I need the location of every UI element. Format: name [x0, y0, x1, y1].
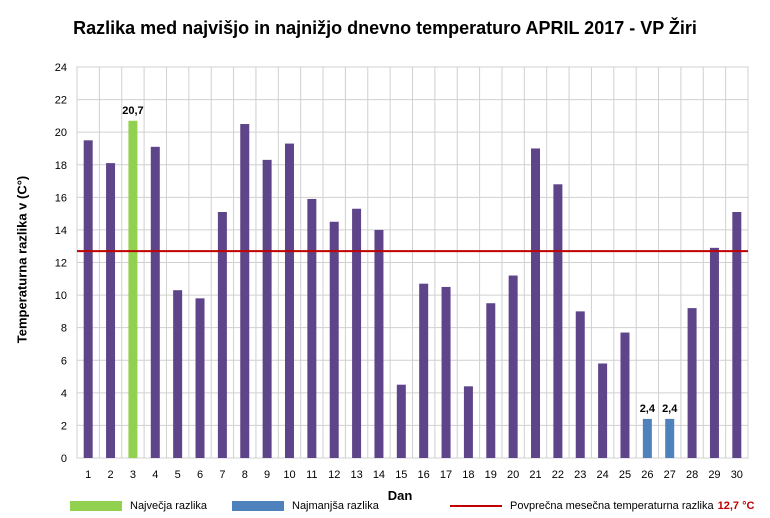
x-tick-label: 26 — [641, 469, 653, 481]
x-tick-label: 11 — [306, 469, 317, 481]
bar-day-15 — [396, 384, 406, 458]
legend-max-swatch — [70, 501, 122, 511]
bars-layer — [83, 120, 742, 459]
x-tick-label: 1 — [85, 469, 91, 481]
bar-day-8 — [240, 124, 250, 458]
x-tick-label: 8 — [242, 469, 248, 481]
bar-day-2 — [106, 163, 116, 458]
x-tick-label: 4 — [152, 469, 158, 481]
legend-mean-label: Povprečna mesečna temperaturna razlika — [510, 500, 714, 512]
legend-max-label: Največja razlika — [130, 500, 208, 512]
x-tick-label: 13 — [350, 469, 362, 481]
chart-title: Razlika med najvišjo in najnižjo dnevno … — [73, 18, 697, 38]
x-tick-label: 21 — [529, 469, 541, 481]
bar-day-24 — [598, 363, 608, 458]
grid-layer — [76, 66, 749, 459]
x-axis-label: Dan — [387, 488, 413, 503]
bar-day-28 — [687, 308, 697, 458]
x-tick-label: 25 — [619, 469, 631, 481]
bar-day-19 — [486, 303, 496, 458]
x-tick-label: 10 — [283, 469, 295, 481]
x-tick-label: 20 — [507, 469, 519, 481]
bar-day-4 — [150, 146, 160, 458]
x-tick-label: 28 — [686, 469, 698, 481]
bar-day-29 — [709, 247, 719, 458]
data-label-day-26: 2,4 — [640, 403, 656, 415]
bar-day-14 — [374, 229, 384, 458]
bar-day-30 — [732, 211, 742, 458]
x-tick-label: 30 — [731, 469, 743, 481]
x-tick-label: 6 — [197, 469, 203, 481]
x-tick-label: 17 — [440, 469, 452, 481]
x-tick-label: 23 — [574, 469, 586, 481]
y-tick-label: 12 — [55, 258, 67, 270]
bar-day-7 — [217, 211, 227, 458]
legend-max: Največja razlika — [70, 500, 207, 512]
x-tick-label: 24 — [596, 469, 608, 481]
bar-day-11 — [307, 198, 317, 458]
bar-day-21 — [531, 148, 541, 459]
bar-day-18 — [463, 386, 473, 458]
y-tick-label: 0 — [61, 453, 67, 465]
legend-mean-value: 12,7 °C — [717, 500, 755, 512]
y-tick-label: 18 — [55, 160, 67, 172]
bar-day-12 — [329, 221, 339, 458]
y-tick-label: 14 — [55, 225, 67, 237]
x-tick-label: 9 — [264, 469, 270, 481]
legend-min-label: Najmanjša razlika — [292, 500, 379, 512]
bar-day-27 — [665, 418, 675, 458]
bar-day-20 — [508, 275, 518, 458]
x-tick-label: 14 — [373, 469, 385, 481]
x-tick-label: 12 — [328, 469, 340, 481]
legend-mean: Povprečna mesečna temperaturna razlika 1… — [450, 500, 754, 512]
y-tick-label: 2 — [61, 420, 67, 432]
y-tick-label: 22 — [55, 95, 67, 107]
y-tick-label: 4 — [61, 388, 67, 400]
y-tick-label: 6 — [61, 355, 67, 367]
x-tick-label: 5 — [175, 469, 181, 481]
x-tick-label: 22 — [552, 469, 564, 481]
bar-day-10 — [284, 143, 294, 458]
bar-day-13 — [352, 208, 362, 458]
data-label-day-27: 2,4 — [662, 403, 678, 415]
bar-day-26 — [642, 418, 652, 458]
bar-day-6 — [195, 298, 205, 458]
legend-min-swatch — [232, 501, 284, 511]
data-label-day-3: 20,7 — [122, 105, 143, 117]
y-tick-label: 10 — [55, 290, 67, 302]
bar-day-23 — [575, 311, 585, 458]
bar-day-5 — [173, 290, 183, 458]
x-tick-label: 16 — [418, 469, 430, 481]
bar-day-17 — [441, 286, 451, 458]
y-axis-label: Temperaturna razlika v (C°) — [14, 175, 30, 344]
y-tick-label: 8 — [61, 323, 67, 335]
x-tick-label: 2 — [107, 469, 113, 481]
bar-day-9 — [262, 159, 272, 459]
legend-min: Najmanjša razlika — [232, 500, 379, 512]
x-tick-label: 27 — [664, 469, 676, 481]
x-tick-label: 3 — [130, 469, 136, 481]
bar-day-1 — [83, 140, 93, 458]
y-tick-label: 16 — [55, 192, 67, 204]
x-tick-label: 29 — [708, 469, 720, 481]
y-tick-label: 20 — [55, 127, 67, 139]
x-tick-label: 7 — [219, 469, 225, 481]
bar-day-25 — [620, 332, 630, 458]
legend-mean-swatch — [450, 505, 502, 507]
y-tick-label: 24 — [55, 62, 67, 74]
bar-day-22 — [553, 184, 563, 459]
x-tick-label: 15 — [395, 469, 407, 481]
x-tick-label: 19 — [485, 469, 497, 481]
bar-day-16 — [419, 283, 429, 458]
bar-day-3 — [128, 120, 138, 458]
x-tick-label: 18 — [462, 469, 474, 481]
